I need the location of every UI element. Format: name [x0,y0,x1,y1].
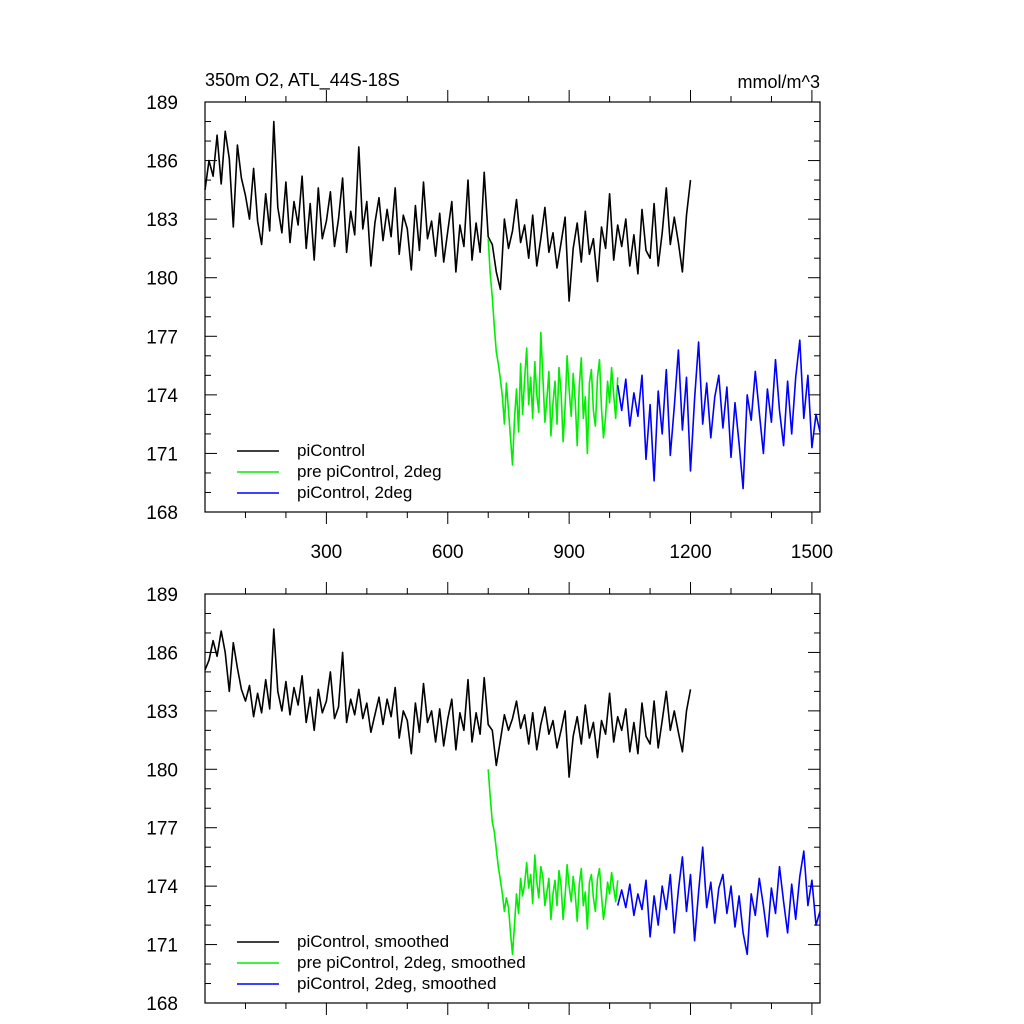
series-line-1 [487,769,619,956]
y-tick-label: 174 [146,877,178,898]
legend-label: piControl, 2deg, smoothed [297,974,496,993]
series-line-0 [204,628,692,778]
legend-label: piControl, 2deg [297,483,412,502]
y-tick-label: 171 [146,444,178,465]
x-tick-label: 300 [311,542,343,563]
x-tick-label: 600 [432,542,464,563]
y-tick-label: 177 [146,819,178,840]
y-tick-label: 180 [146,760,178,781]
series-line-2 [616,339,821,490]
series-line-0 [204,120,692,302]
legend-label: piControl, smoothed [297,932,449,951]
x-tick-label: 900 [553,542,585,563]
y-tick-label: 171 [146,936,178,957]
y-tick-label: 189 [146,585,178,606]
y-tick-label: 174 [146,386,178,407]
y-tick-label: 168 [146,503,178,524]
y-tick-label: 183 [146,702,178,723]
y-tick-label: 183 [146,210,178,231]
x-tick-label: 1200 [669,542,711,563]
series-line-2 [616,846,821,956]
y-tick-label: 168 [146,994,178,1015]
x-tick-label: 1500 [791,542,833,563]
y-tick-label: 186 [146,643,178,664]
units-label: mmol/m^3 [738,72,820,92]
legend-label: pre piControl, 2deg, smoothed [297,953,526,972]
top-panel: 168 171 174 177 180 183 186 189 300 600 900 1200 150… [146,70,833,563]
y-tick-label: 177 [146,327,178,348]
bottom-panel: 168 171 174 177 180 183 186 189 piControl, smoot… [146,582,821,1015]
plot-frame [204,101,821,513]
legend-label: piControl [297,441,365,460]
y-tick-label: 180 [146,269,178,290]
y-tick-label: 189 [146,93,178,114]
series-line-1 [487,238,619,466]
chart-title: 350m O2, ATL_44S-18S [205,70,400,91]
legend-label: pre piControl, 2deg [297,462,442,481]
plot-frame [204,593,821,1004]
y-tick-label: 186 [146,152,178,173]
